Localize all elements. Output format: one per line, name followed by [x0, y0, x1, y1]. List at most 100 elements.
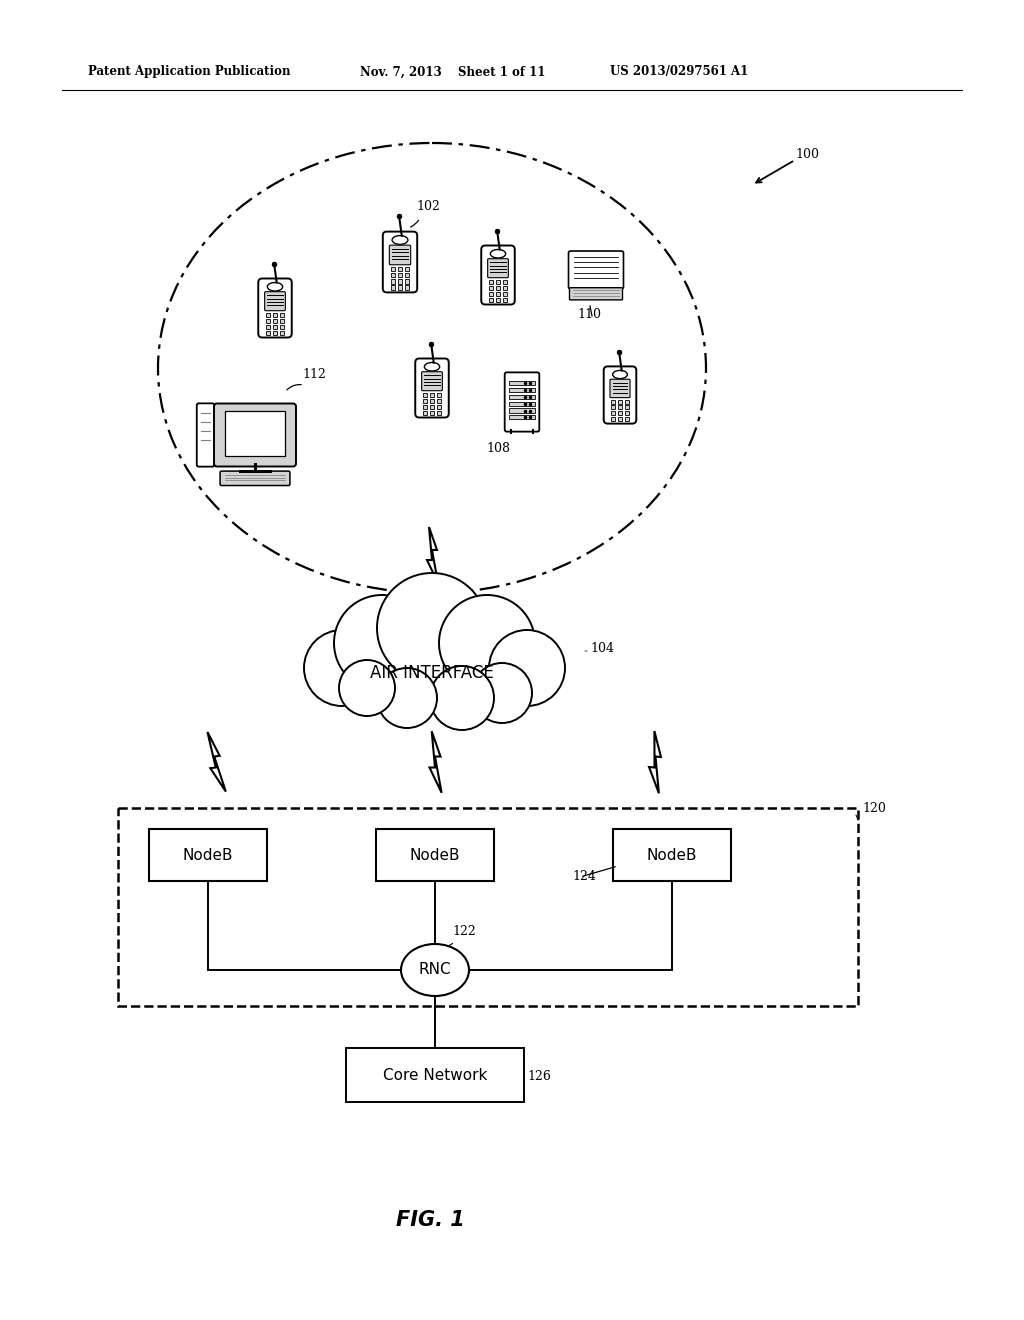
- FancyBboxPatch shape: [264, 292, 286, 310]
- FancyBboxPatch shape: [224, 412, 286, 455]
- FancyBboxPatch shape: [197, 404, 214, 467]
- FancyBboxPatch shape: [346, 1048, 524, 1102]
- FancyBboxPatch shape: [436, 404, 441, 409]
- FancyBboxPatch shape: [625, 411, 629, 414]
- FancyBboxPatch shape: [509, 408, 535, 413]
- Text: NodeB: NodeB: [647, 847, 697, 862]
- Ellipse shape: [490, 249, 506, 257]
- Circle shape: [334, 595, 430, 690]
- FancyBboxPatch shape: [569, 288, 623, 300]
- FancyBboxPatch shape: [617, 417, 622, 421]
- FancyBboxPatch shape: [617, 411, 622, 414]
- FancyBboxPatch shape: [416, 359, 449, 417]
- FancyBboxPatch shape: [610, 379, 630, 397]
- FancyBboxPatch shape: [423, 411, 427, 414]
- FancyBboxPatch shape: [611, 417, 615, 421]
- FancyBboxPatch shape: [496, 292, 500, 296]
- Text: 110: 110: [577, 308, 601, 321]
- FancyBboxPatch shape: [509, 381, 535, 385]
- FancyBboxPatch shape: [489, 297, 494, 302]
- FancyBboxPatch shape: [397, 279, 402, 284]
- FancyBboxPatch shape: [280, 318, 284, 323]
- FancyBboxPatch shape: [423, 399, 427, 403]
- Text: 104: 104: [590, 642, 614, 655]
- FancyBboxPatch shape: [272, 330, 278, 335]
- FancyBboxPatch shape: [404, 267, 410, 271]
- Circle shape: [430, 667, 494, 730]
- FancyBboxPatch shape: [391, 273, 395, 277]
- FancyBboxPatch shape: [568, 251, 624, 289]
- Ellipse shape: [612, 371, 628, 379]
- FancyBboxPatch shape: [266, 325, 270, 329]
- Ellipse shape: [392, 235, 408, 244]
- FancyBboxPatch shape: [625, 417, 629, 421]
- FancyBboxPatch shape: [436, 392, 441, 397]
- FancyBboxPatch shape: [430, 399, 434, 403]
- FancyBboxPatch shape: [118, 808, 858, 1006]
- Text: Sheet 1 of 11: Sheet 1 of 11: [458, 66, 546, 78]
- Text: Nov. 7, 2013: Nov. 7, 2013: [360, 66, 441, 78]
- FancyBboxPatch shape: [505, 372, 540, 432]
- FancyBboxPatch shape: [280, 313, 284, 317]
- FancyBboxPatch shape: [503, 297, 507, 302]
- Text: 102: 102: [416, 201, 440, 213]
- Circle shape: [489, 630, 565, 706]
- FancyBboxPatch shape: [503, 292, 507, 296]
- FancyBboxPatch shape: [423, 404, 427, 409]
- FancyBboxPatch shape: [391, 267, 395, 271]
- FancyBboxPatch shape: [625, 400, 629, 404]
- FancyBboxPatch shape: [272, 318, 278, 323]
- FancyBboxPatch shape: [489, 280, 494, 284]
- Text: 122: 122: [452, 925, 476, 939]
- Text: 124: 124: [572, 870, 596, 883]
- Polygon shape: [429, 731, 441, 793]
- Text: US 2013/0297561 A1: US 2013/0297561 A1: [610, 66, 749, 78]
- Text: RNC: RNC: [419, 962, 452, 978]
- FancyBboxPatch shape: [496, 280, 500, 284]
- Ellipse shape: [401, 944, 469, 997]
- FancyBboxPatch shape: [436, 399, 441, 403]
- Text: 120: 120: [862, 803, 886, 814]
- Circle shape: [472, 663, 532, 723]
- Polygon shape: [649, 731, 660, 793]
- Text: NodeB: NodeB: [410, 847, 460, 862]
- FancyBboxPatch shape: [509, 395, 535, 399]
- FancyBboxPatch shape: [611, 411, 615, 414]
- FancyBboxPatch shape: [266, 330, 270, 335]
- FancyBboxPatch shape: [617, 405, 622, 409]
- Ellipse shape: [424, 363, 439, 371]
- FancyBboxPatch shape: [613, 829, 731, 880]
- FancyBboxPatch shape: [496, 297, 500, 302]
- FancyBboxPatch shape: [404, 279, 410, 284]
- FancyBboxPatch shape: [397, 273, 402, 277]
- Text: 108: 108: [486, 442, 510, 455]
- FancyBboxPatch shape: [391, 279, 395, 284]
- Polygon shape: [287, 618, 577, 713]
- FancyBboxPatch shape: [376, 829, 494, 880]
- FancyBboxPatch shape: [150, 829, 267, 880]
- FancyBboxPatch shape: [487, 259, 508, 277]
- FancyBboxPatch shape: [389, 246, 411, 265]
- FancyBboxPatch shape: [489, 292, 494, 296]
- Text: 112: 112: [302, 368, 326, 381]
- Circle shape: [339, 660, 395, 715]
- Text: NodeB: NodeB: [182, 847, 233, 862]
- FancyBboxPatch shape: [280, 330, 284, 335]
- FancyBboxPatch shape: [397, 285, 402, 289]
- Text: Core Network: Core Network: [383, 1068, 487, 1082]
- FancyBboxPatch shape: [481, 246, 515, 305]
- Circle shape: [377, 573, 487, 682]
- FancyBboxPatch shape: [625, 405, 629, 409]
- FancyBboxPatch shape: [258, 279, 292, 338]
- FancyBboxPatch shape: [397, 267, 402, 271]
- FancyBboxPatch shape: [611, 405, 615, 409]
- Text: 126: 126: [527, 1071, 551, 1082]
- FancyBboxPatch shape: [617, 400, 622, 404]
- FancyBboxPatch shape: [430, 392, 434, 397]
- FancyBboxPatch shape: [272, 313, 278, 317]
- FancyBboxPatch shape: [220, 471, 290, 486]
- FancyBboxPatch shape: [280, 325, 284, 329]
- FancyBboxPatch shape: [214, 404, 296, 466]
- Circle shape: [304, 630, 380, 706]
- FancyBboxPatch shape: [391, 285, 395, 289]
